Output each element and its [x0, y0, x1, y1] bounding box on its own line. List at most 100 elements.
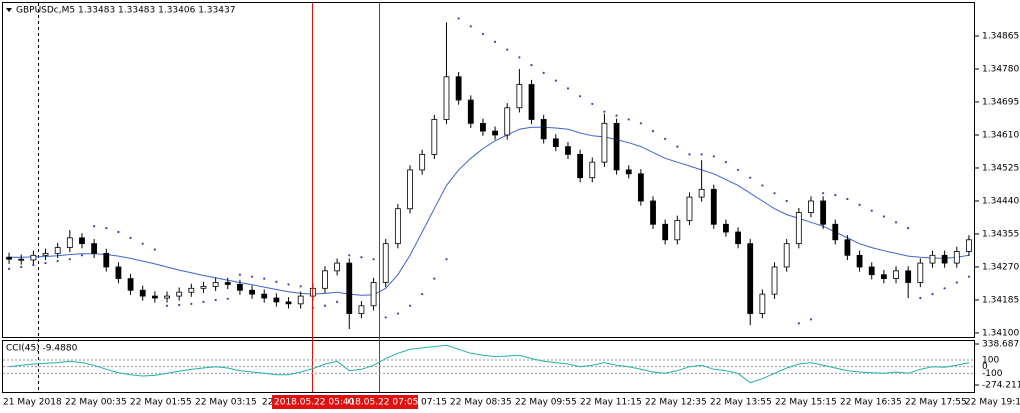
sar-dot	[627, 118, 630, 121]
sar-dot	[93, 225, 96, 228]
candle-body	[832, 223, 839, 241]
sar-dot	[761, 184, 764, 187]
candle-body	[941, 254, 948, 264]
candle-body	[723, 223, 729, 233]
candle-body	[917, 262, 924, 283]
candle-body	[929, 254, 936, 264]
sar-dot	[323, 304, 327, 307]
candle-body	[224, 282, 231, 285]
sar-dot	[7, 267, 11, 271]
sar-dot	[165, 304, 169, 307]
candle-body	[759, 293, 766, 314]
candle-body	[176, 291, 183, 297]
sar-dot	[238, 273, 242, 276]
candle-body	[893, 270, 899, 280]
sar-dot	[348, 254, 351, 257]
candle-body	[613, 122, 620, 171]
y-tick-label: 100	[982, 355, 999, 365]
sar-dot	[943, 287, 946, 290]
candle-body	[625, 169, 632, 175]
y-tick-label: 1.34270	[982, 262, 1019, 272]
sar-dot	[117, 230, 120, 234]
candle-body	[370, 282, 377, 307]
candle-body	[966, 239, 972, 252]
x-tick-label: 07:15	[421, 398, 447, 408]
sar-dot	[700, 153, 703, 156]
sar-dot	[105, 227, 108, 230]
candle-body	[710, 188, 717, 225]
candle-body	[492, 130, 498, 136]
x-tick-label: 22 May 16:35	[840, 398, 902, 408]
candle-body	[18, 258, 25, 261]
candle-body	[735, 231, 741, 245]
sar-dot	[712, 155, 715, 158]
candle-body	[540, 119, 547, 140]
candle-body	[650, 200, 656, 225]
candle-body	[686, 196, 693, 221]
x-tick-label: 22 May 08:35	[450, 398, 512, 408]
sar-dot	[481, 32, 485, 36]
candle-body	[552, 138, 559, 148]
sar-dot	[178, 303, 181, 307]
candle-body	[783, 243, 790, 268]
sar-dot	[493, 40, 497, 43]
sar-dot	[882, 215, 885, 218]
marker-label: 2018.05.22 07:05	[338, 398, 418, 408]
sar-dot	[32, 263, 35, 267]
sar-dot	[153, 248, 156, 251]
sar-dot	[275, 280, 278, 283]
candle-body	[394, 208, 401, 245]
x-tick-label: 22 May 12:35	[645, 398, 707, 408]
candle-body	[407, 169, 413, 210]
sar-dot	[396, 312, 399, 315]
sar-dot	[639, 122, 642, 125]
sar-dot	[80, 254, 84, 257]
sar-dot	[870, 209, 873, 212]
sar-dot	[384, 316, 387, 319]
candle-body	[249, 289, 255, 295]
sar-dot	[603, 110, 606, 113]
candle-body	[662, 223, 669, 241]
candle-body	[905, 270, 912, 283]
candle-body	[382, 243, 389, 283]
candle-body	[212, 282, 219, 287]
sar-dot	[287, 283, 290, 286]
sar-dot	[846, 197, 849, 201]
candle-body	[30, 254, 37, 261]
x-tick-label: 22	[262, 398, 273, 408]
sar-dot	[919, 296, 922, 300]
sar-dot	[931, 293, 934, 296]
sar-dot	[688, 153, 691, 156]
sar-dot	[530, 64, 533, 67]
x-tick-label: 22 May 03:15	[195, 398, 257, 408]
y-tick-label: 338.6877	[982, 340, 1020, 350]
candle-body	[565, 146, 571, 155]
y-tick-label: 1.34100	[982, 328, 1019, 338]
candle-body	[808, 200, 814, 214]
sar-dot	[421, 293, 424, 296]
price-pane	[2, 2, 975, 338]
candle-body	[358, 305, 365, 314]
marker-label-box	[272, 395, 348, 409]
candle-body	[237, 284, 243, 291]
candle-body	[151, 295, 158, 299]
candle-body	[674, 219, 681, 241]
x-tick-label: 22 May 19:15	[965, 398, 1020, 408]
sar-dot	[955, 281, 958, 284]
marker-label-box	[336, 395, 418, 409]
candle-body	[577, 153, 584, 179]
sar-dot	[372, 258, 375, 261]
candle-body	[334, 262, 341, 272]
menu-arrow[interactable]	[6, 8, 12, 12]
sar-dot	[554, 79, 557, 82]
candle-body	[747, 243, 754, 314]
y-tick-label: 1.34440	[982, 196, 1019, 206]
candle-body	[504, 107, 511, 136]
candle-body	[42, 252, 49, 256]
candle-body	[431, 119, 438, 155]
sar-dot	[858, 203, 861, 206]
candle-body	[820, 200, 827, 225]
candle-body	[953, 251, 960, 264]
sar-dot	[676, 145, 679, 148]
candle-body	[419, 153, 426, 171]
